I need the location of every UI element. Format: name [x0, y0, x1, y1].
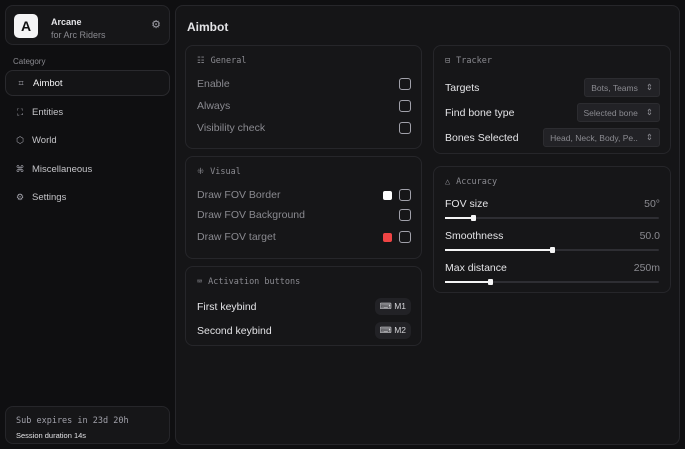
visual-card: ⁜ Visual Draw FOV Border Draw FOV Backgro… [185, 156, 422, 259]
row-label: Bones Selected [445, 131, 519, 144]
tracker-card: ⊟ Tracker Targets Bots, Teams ⇕ Find bone t… [433, 45, 671, 154]
card-title: General [210, 56, 247, 66]
row-label: Visibility check [197, 122, 266, 134]
fov-border-row: Draw FOV Border [197, 189, 411, 201]
row-label: Enable [197, 78, 230, 90]
key-label: M1 [394, 301, 406, 311]
color-swatch[interactable] [383, 190, 392, 200]
gear-icon: ⚙ [15, 191, 25, 202]
triangle-icon: △ [445, 177, 451, 187]
key-label: M2 [394, 325, 406, 335]
slider-fill [445, 279, 493, 285]
app-name: Arcane [51, 17, 82, 27]
slider-label: FOV size [445, 198, 489, 210]
scan-icon: ⛶ [16, 106, 24, 117]
slider-fill [445, 247, 555, 253]
sidebar-item-label: Entities [32, 106, 64, 118]
row-label: First keybind [197, 300, 257, 313]
sidebar-item-miscellaneous[interactable]: ⌘ Miscellaneous [5, 156, 170, 182]
max-distance-slider[interactable] [445, 279, 659, 285]
slider-value: 50° [644, 198, 660, 210]
fov-background-checkbox[interactable] [399, 209, 411, 221]
slider-fill [445, 215, 476, 221]
fov-size-slider[interactable] [445, 215, 659, 221]
bones-selected-row: Bones Selected Head, Neck, Body, Pe.. ⇕ [445, 128, 660, 147]
fov-border-checkbox[interactable] [399, 189, 411, 201]
tracker-icon: ⊟ [445, 56, 451, 66]
card-title: Activation buttons [208, 277, 301, 287]
card-title: Accuracy [456, 177, 498, 187]
select-value: Head, Neck, Body, Pe.. [550, 132, 638, 143]
bones-selected-select[interactable]: Head, Neck, Body, Pe.. ⇕ [543, 128, 660, 147]
settings-gear-icon[interactable]: ⚙ [151, 19, 161, 31]
slider-label: Smoothness [445, 230, 504, 242]
subscription-card: Sub expires in 23d 20h Session duration … [5, 406, 170, 444]
sidebar-item-label: Aimbot [33, 77, 63, 89]
app-logo: A [14, 14, 38, 38]
app-subtitle: for Arc Riders [51, 30, 106, 40]
always-row: Always [197, 100, 411, 112]
color-swatch[interactable] [383, 232, 392, 242]
brand-card: A Arcane for Arc Riders ⚙ [5, 5, 170, 45]
keyboard-icon: ⌨ [197, 277, 203, 287]
enable-checkbox[interactable] [399, 78, 411, 90]
visual-icon: ⁜ [197, 167, 205, 177]
grid-icon: ⌘ [15, 163, 25, 174]
sidebar-item-entities[interactable]: ⛶ Entities [5, 99, 170, 125]
activation-card: ⌨ Activation buttons First keybind ⌨ M1 Se… [185, 266, 422, 346]
max-distance-row: Max distance 250m [445, 262, 660, 274]
slider-value: 250m [633, 262, 660, 274]
fov-size-row: FOV size 50° [445, 198, 660, 210]
row-label: Second keybind [197, 324, 272, 337]
visibility-row: Visibility check [197, 122, 411, 134]
accuracy-card: △ Accuracy FOV size 50° Smoothness 50.0 Max… [433, 166, 671, 293]
smoothness-slider[interactable] [445, 247, 659, 253]
row-label: Targets [445, 81, 480, 94]
smoothness-row: Smoothness 50.0 [445, 230, 660, 242]
slider-value: 50.0 [639, 230, 660, 242]
targets-row: Targets Bots, Teams ⇕ [445, 78, 660, 97]
sidebar-item-aimbot[interactable]: ⌗ Aimbot [5, 70, 170, 96]
fov-target-row: Draw FOV target [197, 231, 411, 243]
general-card: ☷ General Enable Always Visibility check [185, 45, 422, 149]
subscription-expiry: Sub expires in 23d 20h [16, 416, 129, 426]
row-label: Always [197, 100, 231, 112]
chevron-updown-icon: ⇕ [645, 132, 653, 142]
row-label: Draw FOV target [197, 231, 276, 243]
first-keybind-button[interactable]: ⌨ M1 [374, 298, 411, 315]
sidebar-item-settings[interactable]: ⚙ Settings [5, 184, 170, 210]
row-label: Find bone type [445, 106, 515, 119]
card-title: Tracker [456, 56, 492, 66]
sidebar-item-label: Miscellaneous [32, 163, 93, 175]
slider-label: Max distance [445, 262, 507, 274]
bone-type-row: Find bone type Selected bone ⇕ [445, 103, 660, 122]
always-checkbox[interactable] [399, 100, 411, 112]
first-keybind-row: First keybind ⌨ M1 [197, 298, 411, 315]
menu-icon: ☷ [197, 56, 205, 66]
chevron-updown-icon: ⇕ [645, 82, 653, 92]
row-label: Draw FOV Background [197, 209, 305, 221]
select-value: Selected bone [583, 107, 638, 118]
globe-icon: ⬡ [16, 134, 24, 145]
sidebar-item-world[interactable]: ⬡ World [5, 127, 170, 153]
visibility-checkbox[interactable] [399, 122, 411, 134]
enable-row: Enable [197, 78, 411, 90]
sidebar-item-label: World [32, 134, 57, 146]
targets-select[interactable]: Bots, Teams ⇕ [584, 78, 660, 97]
second-keybind-button[interactable]: ⌨ M2 [374, 322, 411, 339]
session-duration: Session duration 14s [16, 431, 87, 440]
page-title: Aimbot [187, 20, 229, 34]
chevron-updown-icon: ⇕ [645, 107, 653, 117]
fov-background-row: Draw FOV Background [197, 209, 411, 221]
crosshair-icon: ⌗ [18, 77, 24, 88]
card-title: Visual [210, 167, 241, 177]
category-label: Category [13, 57, 46, 66]
sidebar-item-label: Settings [32, 191, 67, 203]
fov-target-checkbox[interactable] [399, 231, 411, 243]
bone-type-select[interactable]: Selected bone ⇕ [576, 103, 660, 122]
select-value: Bots, Teams [591, 82, 638, 93]
row-label: Draw FOV Border [197, 189, 281, 201]
second-keybind-row: Second keybind ⌨ M2 [197, 322, 411, 339]
